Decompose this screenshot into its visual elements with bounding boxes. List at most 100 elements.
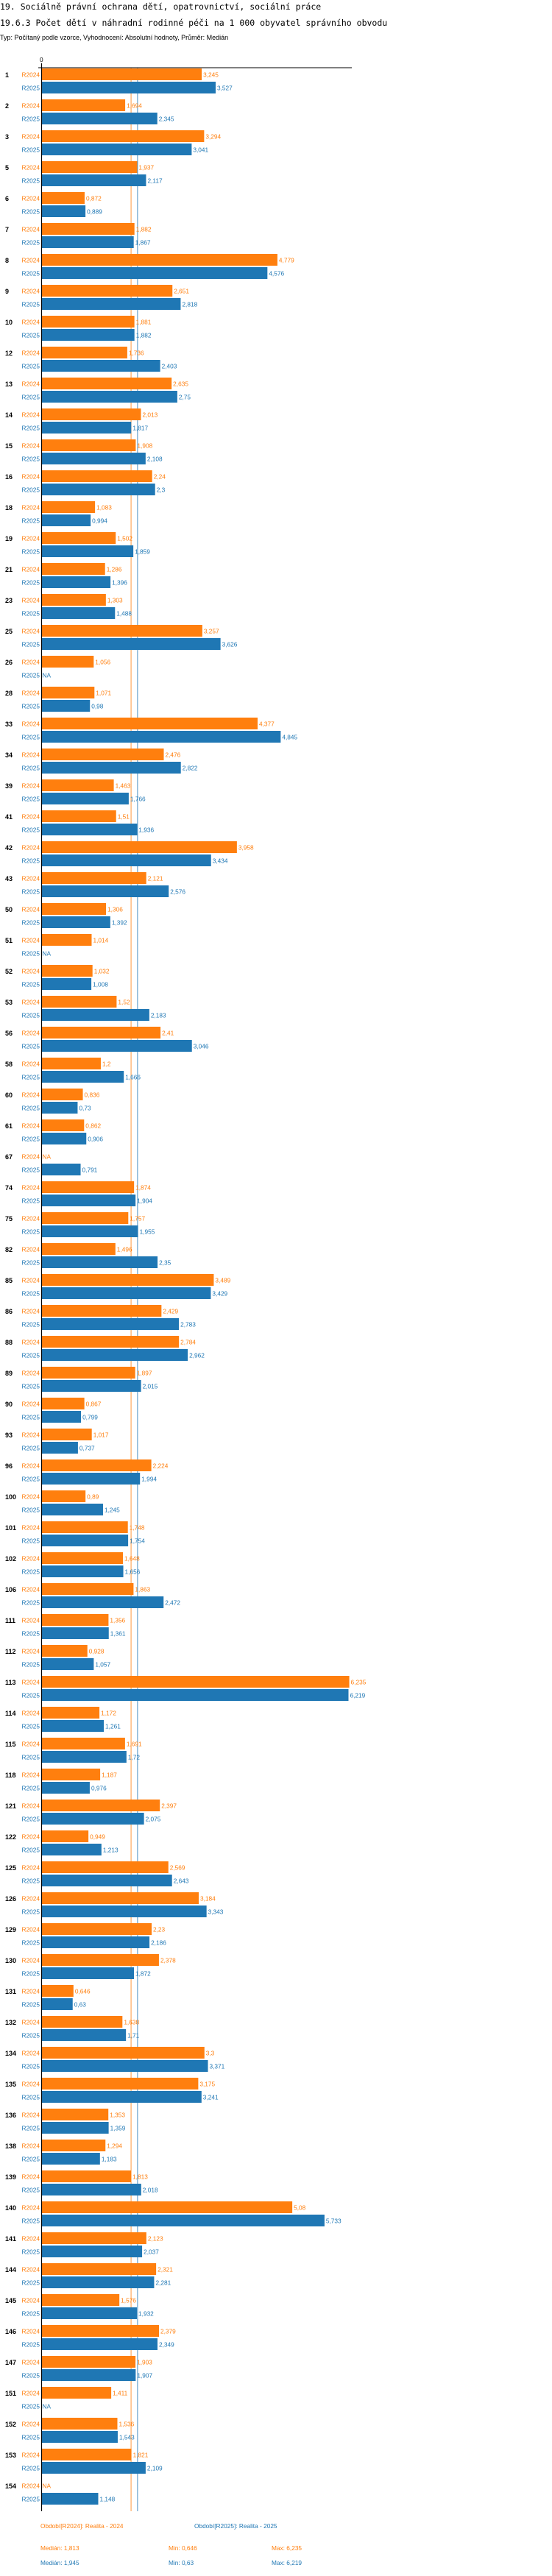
- series-label-r2024: R2024: [22, 288, 40, 295]
- data-label: 2,186: [151, 1939, 166, 1947]
- bar-r2025-9: [41, 298, 181, 310]
- data-label: 0,98: [91, 703, 104, 710]
- category-label: 147: [5, 2359, 16, 2366]
- bar-r2024-152: [41, 2418, 118, 2430]
- bar-r2025-135: [41, 2091, 202, 2103]
- bar-r2025-5: [41, 174, 146, 186]
- series-label-r2025: R2025: [22, 1105, 40, 1112]
- series-label-r2024: R2024: [22, 504, 40, 512]
- category-label: 121: [5, 1802, 16, 1810]
- data-label: 1,303: [107, 597, 123, 604]
- category-label: 16: [5, 473, 13, 481]
- data-label: 1,183: [102, 2156, 117, 2163]
- data-label: 1,813: [132, 2173, 148, 2181]
- bar-r2025-125: [41, 1875, 172, 1886]
- category-label: 88: [5, 1339, 13, 1346]
- data-label: 5,733: [326, 2218, 342, 2225]
- bar-r2025-113: [41, 1689, 349, 1701]
- bar-r2024-151: [41, 2387, 112, 2399]
- series-label-r2024: R2024: [22, 1988, 40, 1995]
- category-label: 2: [5, 102, 9, 110]
- data-label: 2,379: [160, 2328, 176, 2335]
- category-label: 34: [5, 751, 13, 759]
- bar-r2025-146: [41, 2338, 158, 2350]
- bar-r2025-138: [41, 2153, 100, 2165]
- series-label-r2025: R2025: [22, 734, 40, 741]
- bar-r2025-145: [41, 2307, 138, 2319]
- bar-r2024-34: [41, 749, 164, 760]
- series-label-r2025: R2025: [22, 1290, 40, 1298]
- data-label: 1,576: [121, 2297, 136, 2304]
- data-label: 0,799: [82, 1414, 98, 1421]
- category-label: 51: [5, 937, 13, 944]
- data-label: 1,872: [135, 1970, 151, 1978]
- series-label-r2024: R2024: [22, 2173, 40, 2181]
- data-label: 4,377: [259, 721, 275, 728]
- data-label: NA: [43, 2403, 52, 2410]
- bar-r2025-52: [41, 978, 92, 990]
- category-label: 3: [5, 133, 9, 141]
- chart-description: Typ: Počítaný podle vzorce, Vyhodnocení:…: [0, 34, 228, 41]
- category-label: 50: [5, 906, 13, 913]
- category-label: 100: [5, 1493, 16, 1501]
- category-label: 6: [5, 195, 9, 202]
- series-label-r2024: R2024: [22, 2112, 40, 2119]
- data-label: 3,958: [238, 844, 254, 852]
- series-label-r2025: R2025: [22, 641, 40, 648]
- category-label: 106: [5, 1586, 16, 1593]
- series-label-r2025: R2025: [22, 2372, 40, 2379]
- series-label-r2025: R2025: [22, 1878, 40, 1885]
- data-label: 1,056: [95, 659, 110, 666]
- series-label-r2025: R2025: [22, 332, 40, 339]
- bar-r2024-131: [41, 1985, 74, 1997]
- bar-r2025-130: [41, 1967, 135, 1979]
- series-label-r2025: R2025: [22, 2403, 40, 2410]
- category-label: 25: [5, 628, 13, 635]
- data-label: 4,576: [269, 270, 284, 277]
- data-label: NA: [43, 2483, 52, 2490]
- category-label: 139: [5, 2173, 16, 2181]
- data-label: 1,306: [107, 906, 123, 913]
- series-label-r2024: R2024: [22, 1802, 40, 1810]
- series-label-r2025: R2025: [22, 1012, 40, 1019]
- bar-r2025-89: [41, 1380, 141, 1392]
- legend-r2024: Období[R2024]: Realita - 2024: [40, 2522, 124, 2530]
- data-label: 1,691: [127, 1741, 142, 1748]
- category-label: 96: [5, 1462, 13, 1470]
- series-label-r2024: R2024: [22, 813, 40, 821]
- category-label: 113: [5, 1679, 16, 1686]
- series-label-r2024: R2024: [22, 1308, 40, 1315]
- bar-r2025-154: [41, 2493, 99, 2505]
- bar-r2024-89: [41, 1367, 135, 1379]
- bar-r2025-139: [41, 2184, 141, 2195]
- series-label-r2025: R2025: [22, 1259, 40, 1267]
- series-label-r2025: R2025: [22, 2063, 40, 2070]
- series-label-r2024: R2024: [22, 844, 40, 852]
- category-label: 23: [5, 597, 13, 604]
- data-label: 2,651: [174, 288, 189, 295]
- data-label: 2,349: [159, 2341, 174, 2349]
- bar-r2025-85: [41, 1287, 211, 1299]
- data-label: 1,52: [118, 999, 130, 1006]
- series-label-r2024: R2024: [22, 2266, 40, 2274]
- bar-r2025-141: [41, 2246, 143, 2257]
- data-label: 1,936: [138, 827, 154, 834]
- data-label: NA: [43, 672, 52, 679]
- series-label-r2024: R2024: [22, 1555, 40, 1563]
- series-label-r2025: R2025: [22, 703, 40, 710]
- data-label: NA: [43, 950, 52, 958]
- bar-r2025-3: [41, 144, 192, 155]
- bar-r2025-121: [41, 1813, 144, 1825]
- bar-r2025-13: [41, 391, 177, 403]
- series-label-r2024: R2024: [22, 999, 40, 1006]
- data-label: 1,904: [137, 1197, 152, 1205]
- data-label: 6,219: [350, 1692, 365, 1699]
- series-label-r2024: R2024: [22, 1833, 40, 1841]
- data-label: 1,361: [110, 1630, 126, 1638]
- bar-r2025-122: [41, 1844, 102, 1855]
- data-label: 1,638: [124, 2019, 139, 2026]
- legend-r2025: Období[R2025]: Realita - 2025: [194, 2522, 277, 2530]
- bar-r2024-41: [41, 810, 116, 822]
- bar-r2024-74: [41, 1181, 135, 1193]
- bar-r2025-8: [41, 267, 268, 279]
